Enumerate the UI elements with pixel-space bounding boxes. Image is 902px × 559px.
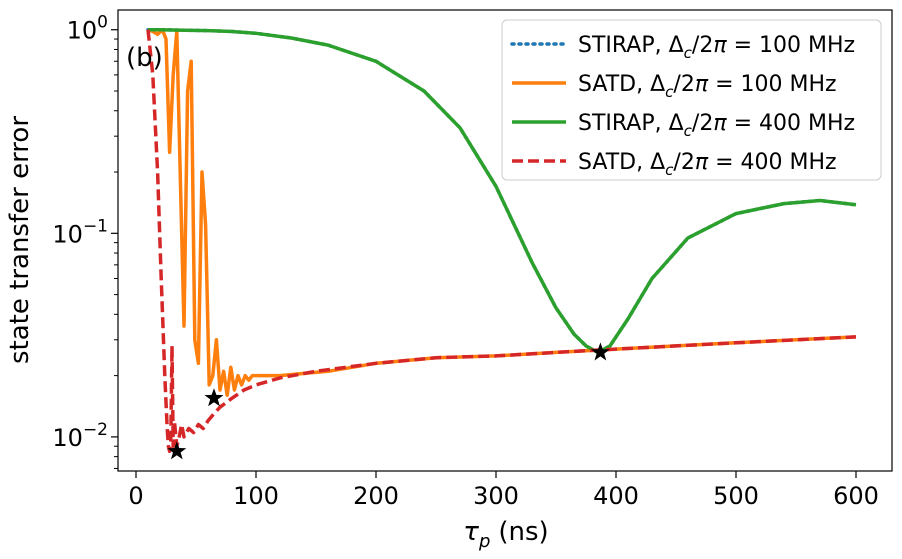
marker-layer [167,342,610,460]
panel-label: (b) [126,43,163,73]
y-axis-label: state transfer error [5,116,35,364]
y-tick-label: 10−1 [52,216,108,248]
x-tick-label: 400 [593,482,639,510]
x-tick-label: 0 [128,482,143,510]
x-axis-label: τp (ns) [463,517,548,552]
legend-label-1: STIRAP, Δc/2π = 100 MHz [578,33,855,62]
x-tick-label: 100 [233,482,279,510]
legend: STIRAP, Δc/2π = 100 MHz SATD, Δc/2π = 100… [501,19,882,181]
x-axis-label-unit: (ns) [498,517,548,547]
y-tick-label: 100 [67,13,108,45]
legend-label-2: SATD, Δc/2π = 100 MHz [578,72,837,101]
x-tick-label: 600 [833,482,879,510]
y-tick-label: 10−2 [52,420,108,452]
series-layer [146,27,858,454]
x-axis-label-subscript: p [478,531,490,552]
optimal-star-marker-2 [204,388,224,407]
series-line-4 [146,29,857,454]
optimal-star-marker-1 [167,441,187,460]
series-line-3 [148,27,857,355]
x-tick-label: 300 [473,482,519,510]
legend-box [501,19,882,181]
x-axis-label-symbol: τ [463,517,479,547]
legend-label-4: SATD, Δc/2π = 400 MHz [578,150,837,179]
x-tick-label: 500 [713,482,759,510]
legend-label-3: STIRAP, Δc/2π = 400 MHz [578,111,855,140]
x-tick-label: 200 [353,482,399,510]
optimal-star-marker-3 [590,342,610,361]
series-line-2 [147,27,857,398]
tick-layer: 0 100 200 300 400 500 600 100 10−1 10−2 [52,13,879,510]
plot-frame [117,9,893,472]
